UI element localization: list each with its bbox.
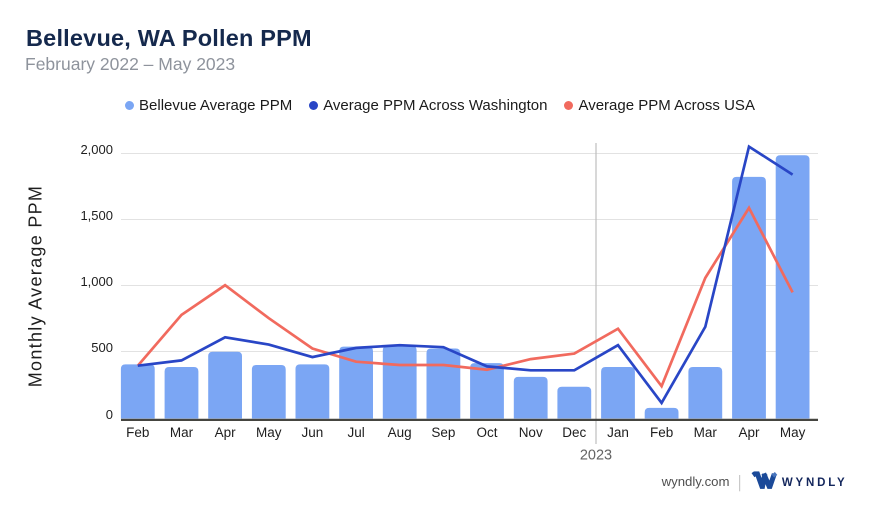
svg-text:Sep: Sep — [431, 425, 455, 440]
svg-text:Dec: Dec — [562, 425, 586, 440]
svg-text:WYNDLY: WYNDLY — [782, 477, 848, 489]
svg-text:May: May — [256, 425, 282, 440]
svg-text:Feb: Feb — [650, 425, 673, 440]
svg-text:2,000: 2,000 — [80, 142, 113, 157]
svg-text:0: 0 — [106, 407, 113, 422]
svg-text:Nov: Nov — [519, 425, 543, 440]
svg-text:500: 500 — [91, 340, 113, 355]
svg-text:Mar: Mar — [170, 425, 194, 440]
svg-text:May: May — [780, 425, 806, 440]
svg-text:Jul: Jul — [347, 425, 364, 440]
svg-text:Aug: Aug — [388, 425, 412, 440]
svg-text:Oct: Oct — [476, 425, 497, 440]
svg-text:2023: 2023 — [580, 448, 612, 464]
svg-text:Jun: Jun — [302, 425, 324, 440]
svg-text:Jan: Jan — [607, 425, 629, 440]
svg-text:wyndly.com: wyndly.com — [661, 474, 730, 489]
svg-text:1,500: 1,500 — [80, 208, 113, 223]
svg-text:Feb: Feb — [126, 425, 149, 440]
svg-text:Apr: Apr — [738, 425, 760, 440]
svg-text:1,000: 1,000 — [80, 274, 113, 289]
svg-text:Monthly Average PPM: Monthly Average PPM — [26, 185, 46, 387]
svg-text:Mar: Mar — [694, 425, 718, 440]
svg-text:Apr: Apr — [215, 425, 237, 440]
